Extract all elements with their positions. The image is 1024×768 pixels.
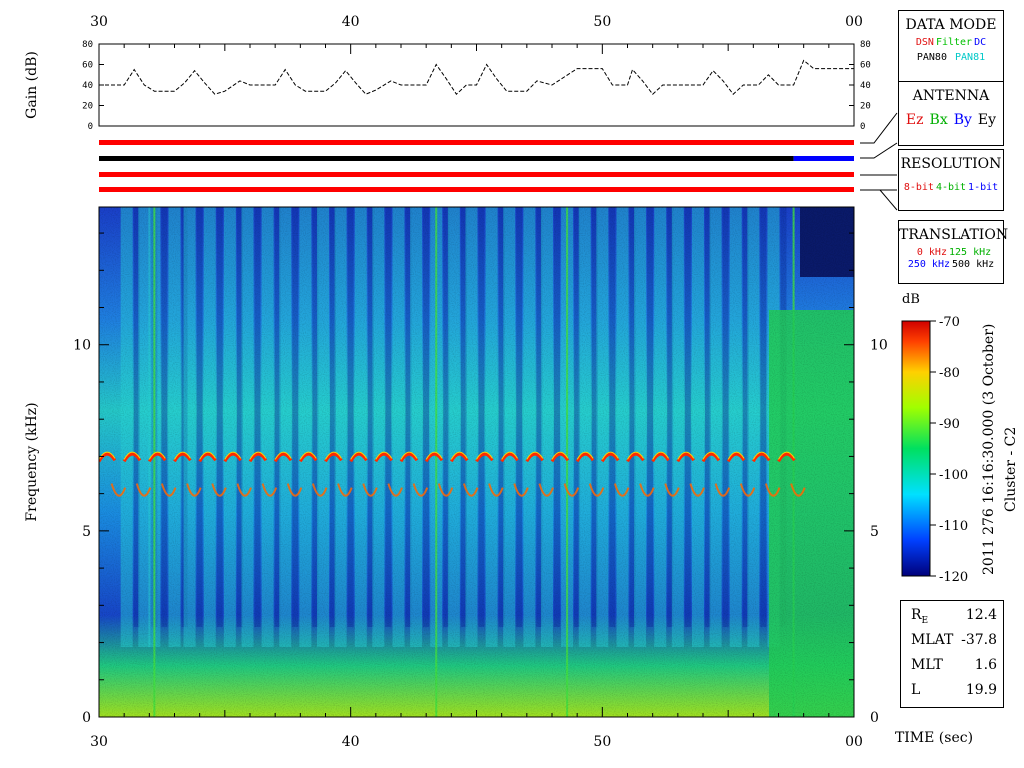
time-tick-label-top: 00 (845, 14, 863, 30)
data-mode-title: DATA MODE (905, 17, 997, 33)
gain-tick-label-right: 0 (860, 122, 865, 132)
data-mode-dsn: DSN (915, 37, 934, 48)
data-mode-pan80: PAN80 (916, 52, 947, 63)
data-mode-row1: DSN Filter DC (899, 37, 1003, 48)
translation-0khz: 0 kHz (916, 247, 947, 258)
time-tick-label-top: 40 (342, 14, 360, 30)
emission-band-main (99, 452, 796, 463)
resolution-4bit: 4-bit (935, 182, 967, 193)
translation-row2: 250 kHz 500 kHz (899, 259, 1003, 270)
emission-band-secondary (110, 483, 806, 497)
translation-125khz: 125 kHz (948, 247, 992, 258)
resolution-8bit: 8-bit (903, 182, 934, 193)
colorbar-tick-label: -120 (939, 570, 968, 585)
orbit-mlat-label: MLAT (911, 632, 954, 648)
antenna-by: By (953, 112, 972, 128)
antenna-bx: Bx (929, 112, 948, 128)
orbit-re-value: 12.4 (965, 607, 997, 623)
translation-500khz: 500 kHz (952, 259, 995, 270)
emission-band-main-highlight (99, 451, 795, 460)
resolution-title: RESOLUTION (900, 156, 1002, 172)
freq-tick-label-right: 0 (870, 710, 879, 726)
translation-box: TRANSLATION 0 kHz 125 kHz 250 kHz 500 kHz (898, 220, 1009, 284)
colorbar-tick-label: -70 (939, 315, 960, 330)
freq-tick-label-right: 5 (870, 524, 879, 540)
frequency-axis-ticks: 0 0 5 5 10 10 (73, 232, 888, 726)
time-tick-label-top: 50 (593, 14, 611, 30)
colorbar-tick-label: -90 (939, 417, 960, 432)
data-mode-bar (99, 140, 854, 145)
timestamp-text: 2011 276 16:16:30.000 (3 October) (981, 324, 997, 575)
orbit-mlat-value: -37.8 (961, 632, 997, 648)
gain-tick-label-left: 80 (82, 40, 93, 50)
time-tick-label-bottom: 00 (845, 734, 863, 750)
gain-tick-label-right: 40 (860, 81, 871, 91)
resolution-box: RESOLUTION 8-bit 4-bit 1-bit (898, 149, 1004, 211)
antenna-ey: Ey (977, 112, 997, 128)
time-tick-label-bottom: 40 (342, 734, 360, 750)
legend-connectors (860, 112, 898, 211)
time-tick-label-bottom: 50 (593, 734, 611, 750)
translation-row1: 0 kHz 125 kHz (899, 247, 1003, 258)
gain-tick-label-left: 20 (82, 102, 93, 112)
time-tick-label-bottom: 30 (90, 734, 108, 750)
gain-tick-label-left: 60 (82, 61, 93, 71)
gain-series-line (99, 59, 854, 95)
emission-bands (99, 451, 806, 497)
freq-tick-label-left: 10 (73, 338, 91, 354)
time-axis-label: TIME (sec) (895, 730, 973, 746)
freq-tick-label-left: 5 (82, 524, 91, 540)
translation-250khz: 250 kHz (907, 259, 950, 270)
gain-tick-label-left: 0 (88, 122, 93, 132)
spacecraft-text: Cluster - C2 (1003, 427, 1019, 512)
data-mode-pan81: PAN81 (955, 52, 986, 63)
colorbar-ticks: -70 -80 -90 -100 -110 -120 (930, 315, 968, 585)
colorbar (901, 320, 931, 577)
resolution-1bit: 1-bit (968, 182, 999, 193)
time-tick-label-top: 30 (90, 14, 108, 30)
antenna-ez: Ez (905, 112, 924, 128)
colorbar-unit-label: dB (902, 292, 920, 307)
gain-tick-label-right: 60 (860, 61, 871, 71)
orbit-re-sub: E (921, 615, 929, 626)
frequency-axis-label: Frequency (kHz) (24, 402, 40, 521)
gain-tick-label-right: 80 (860, 40, 871, 50)
antenna-bar (99, 156, 794, 161)
antenna-box: ANTENNA Ez Bx By Ey (898, 81, 1004, 146)
translation-bar (99, 187, 854, 192)
data-mode-row2: PAN80 PAN81 (899, 52, 1003, 63)
freq-tick-label-left: 0 (82, 710, 91, 726)
orbit-l-value: 19.9 (965, 682, 997, 698)
orbit-l-label: L (911, 682, 921, 698)
colorbar-tick-label: -100 (939, 468, 968, 483)
antenna-bar-switch (793, 156, 854, 161)
spectrogram (99, 207, 854, 717)
antenna-title: ANTENNA (912, 88, 990, 104)
orbit-mlt-label: MLT (911, 657, 943, 673)
orbit-re-row: RE (911, 607, 928, 626)
resolution-items: 8-bit 4-bit 1-bit (899, 182, 1003, 193)
orbit-mlt-value: 1.6 (974, 657, 997, 673)
data-mode-dc: DC (974, 37, 987, 48)
translation-title: TRANSLATION (899, 227, 1009, 243)
antenna-items: Ez Bx By Ey (899, 112, 1003, 128)
gain-axis-ticks: 0 0 20 20 40 40 60 60 80 80 (82, 40, 871, 132)
data-mode-filter: Filter (935, 37, 973, 48)
orbit-info-box: RE 12.4 MLAT -37.8 MLT 1.6 L 19.9 (900, 600, 1004, 708)
orbit-re-label: R (911, 607, 922, 623)
spectrogram-noise-overlay (99, 207, 854, 717)
gain-axis-label: Gain (dB) (24, 51, 40, 119)
data-mode-box: DATA MODE DSN Filter DC PAN80 PAN81 (898, 10, 1004, 82)
colorbar-tick-label: -80 (939, 366, 960, 381)
colorbar-tick-label: -110 (939, 519, 968, 534)
gain-tick-label-left: 40 (82, 81, 93, 91)
gain-tick-label-right: 20 (860, 102, 871, 112)
status-bars (99, 140, 854, 192)
freq-tick-label-right: 10 (870, 338, 888, 354)
resolution-bar (99, 172, 854, 177)
